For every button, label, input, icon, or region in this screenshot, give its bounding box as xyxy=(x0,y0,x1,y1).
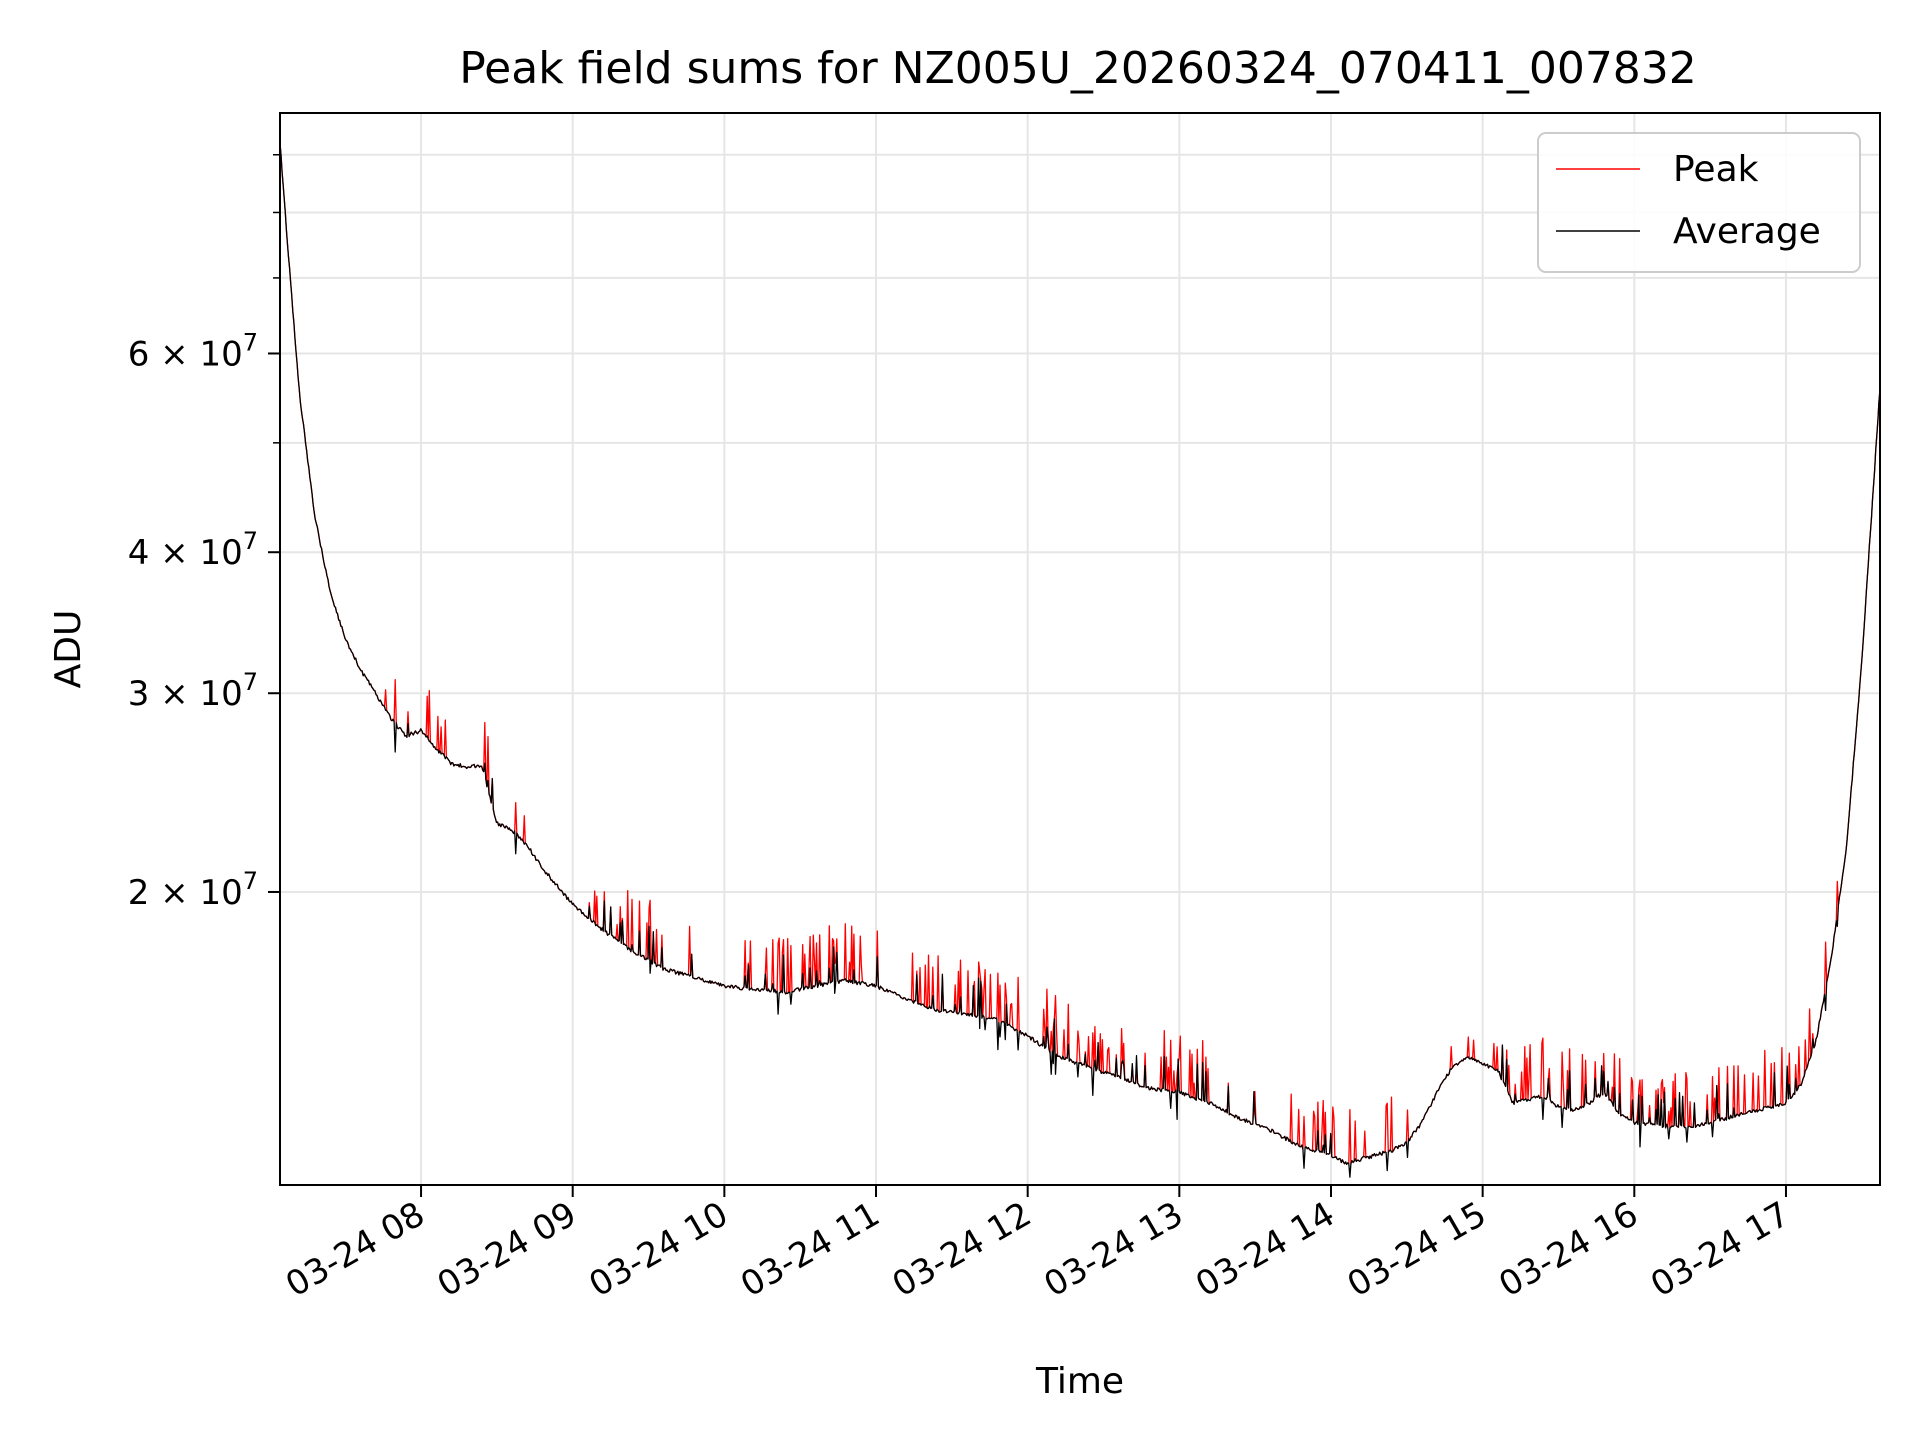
legend-average-label: Average xyxy=(1673,211,1821,252)
y-tick-label: 4 × 107 xyxy=(128,527,258,573)
plot-frame xyxy=(279,112,1881,1186)
series-layer xyxy=(279,142,1881,1178)
y-tick-label: 3 × 107 xyxy=(128,668,258,714)
grid-layer xyxy=(280,113,1880,1185)
legend-peak-label: Peak xyxy=(1673,149,1759,190)
y-axis-label: ADU xyxy=(48,610,89,689)
y-tick-label: 6 × 107 xyxy=(128,328,258,374)
legend: Peak Average xyxy=(1537,132,1861,273)
chart-title: Peak field sums for NZ005U_20260324_0704… xyxy=(459,43,1697,94)
legend-box xyxy=(1537,132,1861,273)
y-tick-label: 2 × 107 xyxy=(128,867,258,913)
average-series-line xyxy=(279,142,1881,1178)
x-axis-label: Time xyxy=(1035,1361,1124,1402)
